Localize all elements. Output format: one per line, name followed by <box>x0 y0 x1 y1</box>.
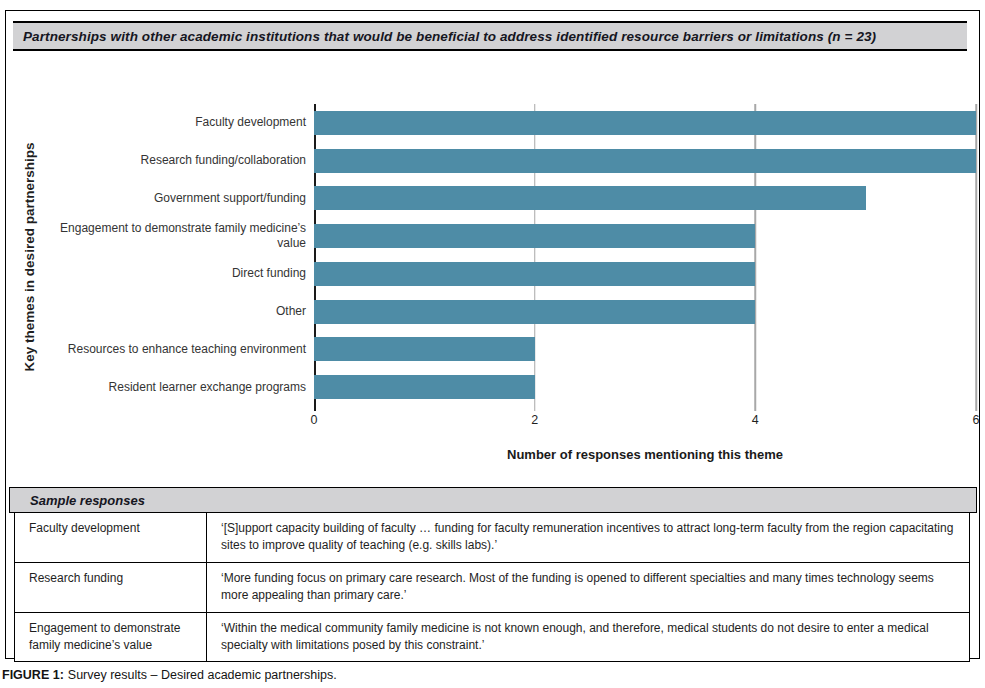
bar <box>314 375 535 399</box>
x-tick-label: 2 <box>531 413 538 427</box>
quote-cell: ‘Within the medical community family med… <box>207 613 969 662</box>
bar <box>314 300 755 324</box>
category-label: Engagement to demonstrate family medicin… <box>29 217 306 255</box>
bar-chart: Key themes in desired partnerships Facul… <box>6 11 981 471</box>
category-label: Research funding/collaboration <box>29 142 306 180</box>
bar-row <box>314 368 976 406</box>
figure-caption-label: FIGURE 1: <box>2 668 64 682</box>
bar-row <box>314 331 976 369</box>
quote-cell: ‘[S]upport capacity building of faculty … <box>207 513 969 562</box>
plot-area <box>314 104 976 406</box>
quote-cell: ‘More funding focus on primary care rese… <box>207 563 969 612</box>
sample-responses-table: Faculty development‘[S]upport capacity b… <box>14 512 970 662</box>
category-label: Direct funding <box>29 255 306 293</box>
bar <box>314 149 976 173</box>
bars-area <box>314 104 976 406</box>
category-label: Government support/funding <box>29 180 306 218</box>
table-row: Engagement to demonstrate family medicin… <box>15 612 969 662</box>
bar-row <box>314 255 976 293</box>
category-label: Faculty development <box>29 104 306 142</box>
category-label: Other <box>29 293 306 331</box>
bar-row <box>314 293 976 331</box>
theme-cell: Research funding <box>15 563 207 612</box>
bar <box>314 186 866 210</box>
table-row: Faculty development‘[S]upport capacity b… <box>15 513 969 562</box>
figure-caption-text: Survey results – Desired academic partne… <box>68 668 337 682</box>
bar <box>314 262 755 286</box>
bar-row <box>314 217 976 255</box>
bar-row <box>314 180 976 218</box>
x-tick-label: 6 <box>973 413 980 427</box>
sample-responses-header: Sample responses <box>9 487 977 513</box>
category-label: Resident learner exchange programs <box>29 368 306 406</box>
sample-responses-title: Sample responses <box>30 493 145 508</box>
figure-caption: FIGURE 1: Survey results – Desired academ… <box>2 668 337 682</box>
x-axis-ticks: 0246 <box>314 413 976 429</box>
bar-row <box>314 104 976 142</box>
category-labels: Faculty developmentResearch funding/coll… <box>29 104 306 406</box>
x-axis-title: Number of responses mentioning this them… <box>314 447 976 462</box>
x-tick-label: 0 <box>311 413 318 427</box>
bar-row <box>314 142 976 180</box>
table-row: Research funding‘More funding focus on p… <box>15 562 969 612</box>
theme-cell: Engagement to demonstrate family medicin… <box>15 613 207 662</box>
category-label: Resources to enhance teaching environmen… <box>29 331 306 369</box>
bar <box>314 111 976 135</box>
x-tick-label: 4 <box>752 413 759 427</box>
theme-cell: Faculty development <box>15 513 207 562</box>
bar <box>314 224 755 248</box>
figure-panel: Partnerships with other academic institu… <box>0 0 985 688</box>
figure-border-box: Partnerships with other academic institu… <box>5 10 980 659</box>
bar <box>314 337 535 361</box>
